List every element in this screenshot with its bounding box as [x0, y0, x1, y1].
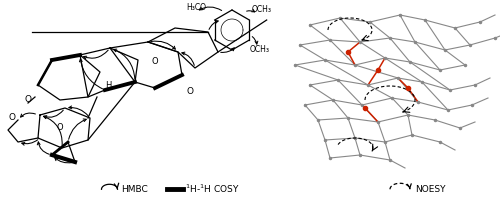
Text: NOESY: NOESY — [415, 185, 446, 194]
Text: H: H — [105, 80, 111, 89]
FancyArrowPatch shape — [209, 20, 218, 29]
Text: O: O — [24, 95, 32, 104]
FancyArrowPatch shape — [44, 110, 64, 119]
FancyArrowPatch shape — [44, 116, 62, 145]
FancyArrowPatch shape — [38, 142, 50, 154]
FancyArrowPatch shape — [20, 113, 36, 117]
FancyArrowPatch shape — [22, 140, 38, 145]
FancyArrowPatch shape — [114, 49, 135, 79]
FancyArrowPatch shape — [150, 41, 176, 49]
Text: O: O — [8, 114, 16, 123]
FancyArrowPatch shape — [200, 7, 222, 10]
Text: O: O — [152, 57, 158, 67]
FancyArrowPatch shape — [252, 37, 258, 44]
Text: O: O — [56, 124, 64, 132]
Text: OCH₃: OCH₃ — [252, 5, 272, 15]
FancyArrowPatch shape — [68, 119, 86, 139]
FancyArrowPatch shape — [182, 52, 194, 65]
Text: H₃CO: H₃CO — [186, 4, 206, 12]
FancyArrowPatch shape — [221, 48, 234, 52]
FancyArrowPatch shape — [69, 106, 88, 116]
Text: HMBC: HMBC — [122, 185, 148, 194]
FancyArrowPatch shape — [246, 9, 254, 12]
Text: O: O — [186, 88, 194, 97]
FancyArrowPatch shape — [80, 59, 102, 89]
FancyArrowPatch shape — [55, 158, 72, 163]
Text: $^{1}$H-$^{1}$H COSY: $^{1}$H-$^{1}$H COSY — [185, 183, 240, 196]
Text: OCH₃: OCH₃ — [250, 46, 270, 54]
FancyArrowPatch shape — [84, 50, 108, 59]
